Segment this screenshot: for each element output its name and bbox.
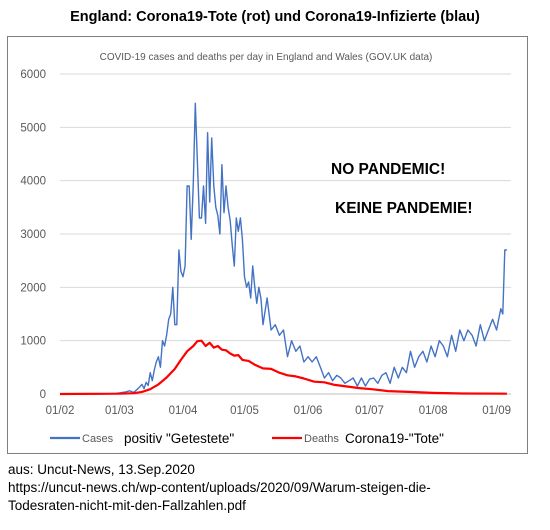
series-line-cases [60, 102, 507, 395]
x-tick-label-01-08: 01/08 [419, 405, 448, 417]
x-tick-label-01-04: 01/04 [169, 405, 198, 417]
y-tick-label-2000: 2000 [20, 282, 46, 294]
chart-frame: COVID-19 cases and deaths per day in Eng… [7, 36, 528, 454]
page-title: England: Corona19-Tote (rot) und Corona1… [70, 9, 480, 25]
series-lines [59, 102, 507, 396]
y-tick-label-1000: 1000 [20, 336, 46, 348]
chart: COVID-19 cases and deaths per day in Eng… [20, 52, 511, 446]
chart-title: COVID-19 cases and deaths per day in Eng… [100, 52, 433, 63]
y-tick-label-4000: 4000 [20, 176, 46, 188]
legend-deaths-annotation: Corona19-"Tote" [345, 431, 444, 446]
x-tick-label-01-03: 01/03 [105, 405, 134, 417]
gridlines [60, 73, 511, 395]
source-line-2: https://uncut-news.ch/wp-content/uploads… [8, 480, 431, 495]
keine-pandemie-text: KEINE PANDEMIE! [335, 200, 473, 217]
x-axis-ticks: 01/02 01/03 01/04 01/05 01/06 01/07 01/08 01/09 [46, 405, 511, 417]
x-tick-label-01-07: 01/07 [355, 405, 384, 417]
source-citation: aus: Uncut-News, 13.Sep.2020 https://unc… [8, 461, 431, 515]
y-tick-label-5000: 5000 [20, 122, 46, 134]
x-tick-label-01-09: 01/09 [482, 405, 511, 417]
legend-cases-label: Cases [82, 433, 114, 445]
x-tick-label-01-02: 01/02 [46, 405, 75, 417]
source-line-1: aus: Uncut-News, 13.Sep.2020 [8, 462, 195, 477]
legend: Cases positiv "Getestete" Deaths Corona1… [50, 431, 444, 446]
y-tick-label-6000: 6000 [20, 69, 46, 81]
y-tick-label-0: 0 [40, 389, 46, 401]
y-axis-ticks: 0 1000 2000 3000 4000 5000 6000 [20, 69, 46, 401]
x-tick-label-01-05: 01/05 [230, 405, 259, 417]
legend-cases-annotation: positiv "Getestete" [124, 431, 234, 446]
y-tick-label-3000: 3000 [20, 229, 46, 241]
source-line-3: Todesraten-nicht-mit-den-Fallzahlen.pdf [8, 498, 246, 513]
legend-deaths-label: Deaths [304, 433, 339, 445]
no-pandemic-text: NO PANDEMIC! [331, 161, 445, 178]
x-tick-label-01-06: 01/06 [294, 405, 323, 417]
series-line-deaths [59, 339, 507, 396]
